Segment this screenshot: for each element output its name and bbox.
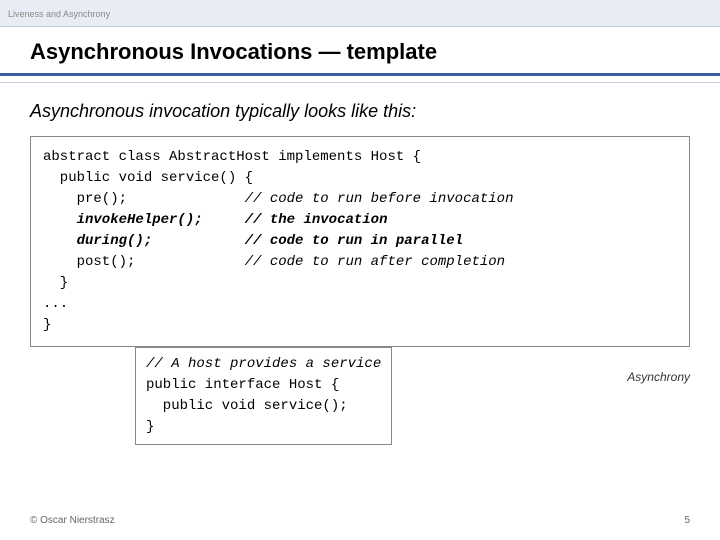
code-line: public void service() {: [43, 170, 253, 186]
overlay-line: public void service();: [146, 398, 348, 414]
code-comment: // code to run after completion: [135, 254, 505, 270]
slide-title: Asynchronous Invocations — template: [30, 39, 690, 65]
code-line: }: [43, 317, 51, 333]
overlay-comment: // A host provides a service: [146, 356, 381, 372]
content-area: Asynchronous invocation typically looks …: [0, 101, 720, 347]
page-number: 5: [684, 515, 690, 526]
code-comment: // the invocation: [203, 212, 388, 228]
code-line: post();: [43, 254, 135, 270]
code-line: invokeHelper();: [43, 212, 203, 228]
code-box-main: abstract class AbstractHost implements H…: [30, 136, 690, 347]
intro-text: Asynchronous invocation typically looks …: [30, 101, 690, 122]
code-box-overlay: // A host provides a service public inte…: [135, 347, 392, 445]
top-bar: Liveness and Asynchrony: [0, 0, 720, 27]
code-comment: // code to run before invocation: [127, 191, 513, 207]
overlay-line: public interface Host {: [146, 377, 339, 393]
badge-label: Asynchrony: [627, 370, 690, 384]
code-line: pre();: [43, 191, 127, 207]
thin-divider: [0, 82, 720, 83]
code-line: during();: [43, 233, 152, 249]
title-area: Asynchronous Invocations — template: [0, 27, 720, 73]
code-line: }: [43, 275, 68, 291]
footer: © Oscar Nierstrasz 5: [30, 515, 690, 526]
footer-copyright: © Oscar Nierstrasz: [30, 515, 115, 526]
code-comment: // code to run in parallel: [152, 233, 463, 249]
code-line: abstract class AbstractHost implements H…: [43, 149, 421, 165]
divider-bar: [0, 73, 720, 76]
overlay-line: }: [146, 419, 154, 435]
code-line: ...: [43, 296, 68, 312]
top-bar-label: Liveness and Asynchrony: [8, 9, 110, 19]
